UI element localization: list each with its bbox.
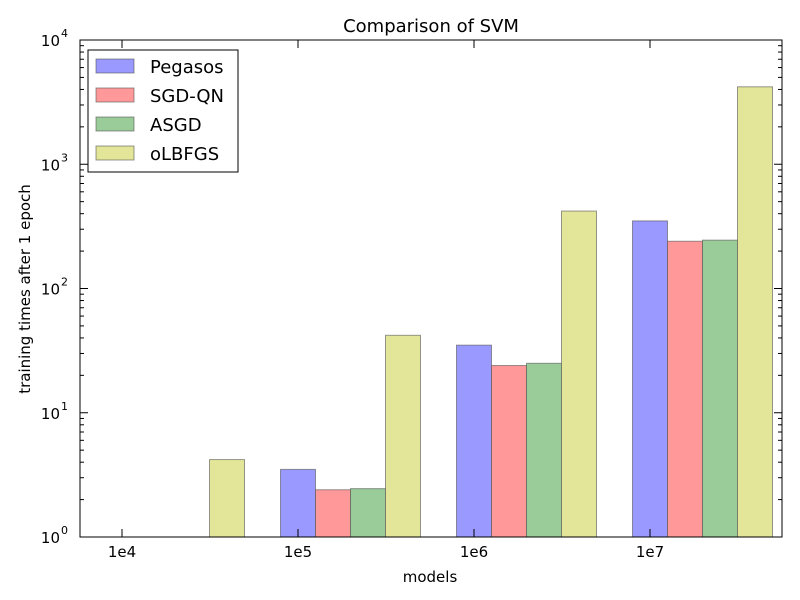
bar-pegasos-1e7 [632,220,668,538]
y-tick-exponent: 0 [61,524,68,537]
bar-sgd-qn-1e7 [667,240,703,538]
legend-label-olbfgs: oLBFGS [150,144,219,165]
x-tick-label: 1e6 [460,543,488,561]
legend-label-asgd: ASGD [150,115,202,136]
legend-swatch-olbfgs [95,145,135,161]
x-tick-label: 1e5 [284,543,312,561]
chart-title: Comparison of SVM [343,16,519,37]
bar-olbfgs-1e6 [561,210,597,538]
legend-swatch-pegasos [95,58,135,74]
legend-swatch-asgd [95,116,135,132]
legend-label-sgd-qn: SGD-QN [150,86,224,107]
y-axis-label: training times after 1 epoch [16,184,34,394]
y-tick-label: 10 [41,405,60,423]
bar-pegasos-1e5 [280,468,316,538]
y-tick-label: 10 [41,281,60,299]
bar-sgd-qn-1e6 [491,365,527,538]
y-tick-label: 10 [41,529,60,547]
y-tick-label: 10 [41,32,60,50]
y-tick-exponent: 1 [61,400,68,413]
y-tick-exponent: 3 [61,151,68,164]
bar-olbfgs-1e4 [209,459,245,538]
bar-asgd-1e5 [350,488,386,538]
x-axis-label: models [403,568,458,586]
bar-olbfgs-1e7 [737,86,773,538]
legend-swatch-sgd-qn [95,87,135,103]
x-axis: 1e4 1e5 1e6 1e7 [108,40,664,561]
bar-olbfgs-1e5 [385,334,421,538]
bar-asgd-1e7 [702,239,738,538]
y-tick-label: 10 [41,156,60,174]
y-tick-exponent: 2 [61,276,68,289]
x-tick-label: 1e7 [636,543,664,561]
bar-asgd-1e6 [526,362,562,538]
bar-sgd-qn-1e5 [315,489,351,538]
y-tick-exponent: 4 [61,27,68,40]
bar-pegasos-1e6 [456,344,492,538]
bars-group [209,86,773,538]
x-tick-label: 1e4 [108,543,136,561]
legend-label-pegasos: Pegasos [150,57,224,78]
legend: Pegasos SGD-QN ASGD oLBFGS [87,49,239,173]
